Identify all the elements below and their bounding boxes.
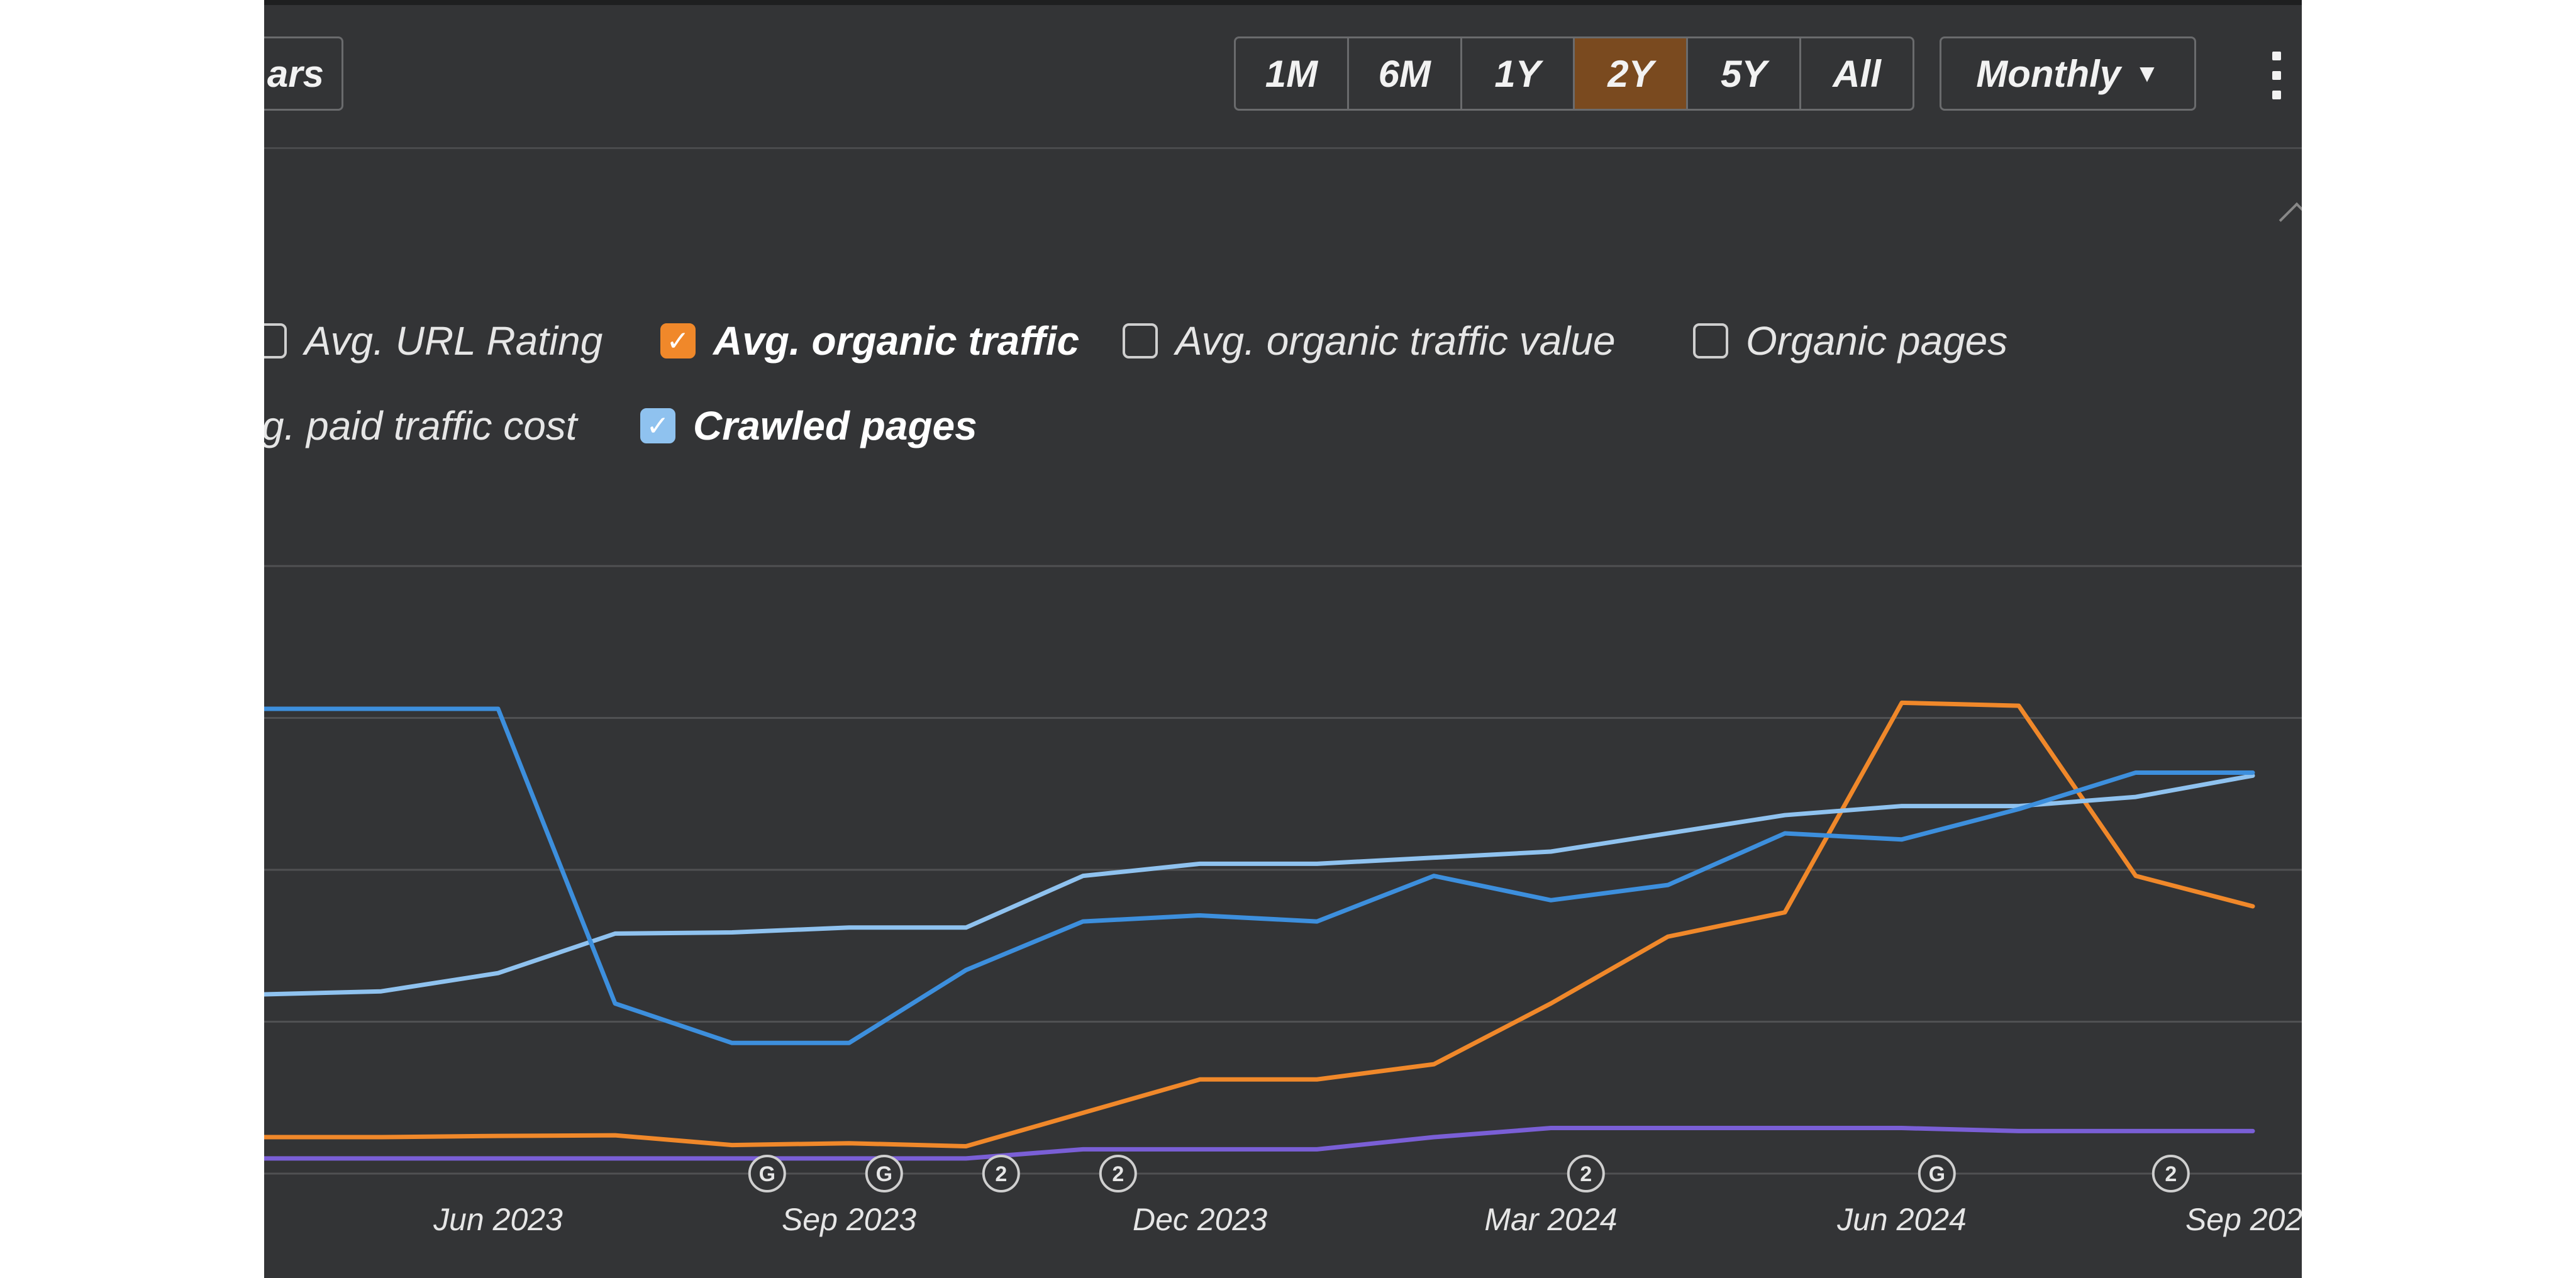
series-layer xyxy=(264,700,2255,1161)
range-1y-label: 1Y xyxy=(1494,52,1541,95)
x-tick-label: Mar 2024 xyxy=(1484,1202,1617,1237)
legend-label: Crawled pages xyxy=(693,403,977,448)
caret-down-icon: ▼ xyxy=(2135,59,2160,87)
grid xyxy=(264,565,2302,1175)
annotation-marker[interactable] xyxy=(1099,1155,1137,1192)
legend-organic-pages[interactable]: Organic pages xyxy=(1693,318,2007,364)
checkbox-icon xyxy=(1123,323,1158,358)
range-5y-button[interactable]: 5Y xyxy=(1686,38,1799,109)
legend-label: Organic pages xyxy=(1746,318,2008,364)
legend-label: Avg. organic traffic value xyxy=(1175,318,1616,364)
annotations: G G 2 2 2 G 2 xyxy=(748,1155,2190,1192)
top-border xyxy=(264,0,2302,5)
legend-url-rating[interactable]: Avg. URL Rating xyxy=(264,318,602,364)
annotation-marker[interactable] xyxy=(1918,1155,1956,1192)
years-button-label: ars xyxy=(267,52,324,95)
kebab-menu-icon[interactable] xyxy=(2267,52,2286,99)
checkbox-checked-icon: ✓ xyxy=(640,408,675,443)
annotation-label: 2 xyxy=(1580,1162,1592,1186)
range-all-label: All xyxy=(1833,52,1881,95)
years-button[interactable]: ars xyxy=(264,36,343,111)
annotation-label: G xyxy=(876,1162,892,1186)
x-tick-label: Sep 2024 xyxy=(2185,1202,2302,1237)
annotation-label: G xyxy=(1929,1162,1945,1186)
legend-organic-traffic-value[interactable]: Avg. organic traffic value xyxy=(1123,318,1616,364)
legend-label: Avg. organic traffic xyxy=(713,318,1080,364)
annotation-marker[interactable] xyxy=(2151,1155,2190,1192)
range-1m-button[interactable]: 1M xyxy=(1236,38,1347,109)
annotation-label: 2 xyxy=(1112,1162,1124,1186)
checkbox-icon xyxy=(264,323,287,358)
interval-label: Monthly xyxy=(1976,52,2121,95)
x-tick-label: Jun 2023 xyxy=(433,1202,563,1237)
x-axis-labels: Jun 2023 Sep 2023 Dec 2023 Mar 2024 Jun 2024… xyxy=(433,1202,2302,1237)
legend-crawled-pages[interactable]: ✓ Crawled pages xyxy=(640,403,977,449)
range-6m-label: 6M xyxy=(1378,52,1431,95)
checkbox-icon xyxy=(1693,323,1728,358)
range-2y-button[interactable]: 2Y xyxy=(1573,38,1687,109)
interval-dropdown[interactable]: Monthly ▼ xyxy=(1940,36,2196,111)
line-chart: G G 2 2 2 G 2 Jun 2023 Sep 2023 Dec 2023 Mar 2024… xyxy=(264,565,2302,1237)
series-line-0[interactable] xyxy=(264,700,2255,1149)
annotation-marker[interactable] xyxy=(865,1155,903,1192)
header-divider xyxy=(264,147,2302,149)
x-tick-label: Jun 2024 xyxy=(1836,1202,1967,1237)
legend-label: Avg. URL Rating xyxy=(304,318,603,364)
legend-label: g. paid traffic cost xyxy=(264,403,577,448)
series-line-2[interactable] xyxy=(264,706,2255,1045)
legend-avg-organic-traffic[interactable]: ✓ Avg. organic traffic xyxy=(660,318,1079,364)
range-6m-button[interactable]: 6M xyxy=(1346,38,1460,109)
annotation-label: G xyxy=(759,1162,775,1186)
annotation-marker[interactable] xyxy=(982,1155,1020,1192)
legend-paid-traffic-cost[interactable]: g. paid traffic cost xyxy=(264,403,577,449)
range-1y-button[interactable]: 1Y xyxy=(1460,38,1574,109)
x-tick-label: Sep 2023 xyxy=(782,1202,916,1237)
x-tick-label: Dec 2023 xyxy=(1133,1202,1267,1237)
annotation-marker[interactable] xyxy=(748,1155,786,1192)
annotation-marker[interactable] xyxy=(1567,1155,1605,1192)
range-2y-label: 2Y xyxy=(1607,52,1654,95)
date-range-selector: 1M 6M 1Y 2Y 5Y All xyxy=(1234,36,1914,111)
range-5y-label: 5Y xyxy=(1721,52,1767,95)
checkbox-checked-icon: ✓ xyxy=(660,323,696,358)
series-line-1[interactable] xyxy=(264,773,2255,997)
annotation-label: 2 xyxy=(995,1162,1007,1186)
chart-panel: ars 1M 6M 1Y 2Y 5Y All Monthly ▼ Avg. UR… xyxy=(264,0,2302,1278)
range-1m-label: 1M xyxy=(1265,52,1318,95)
series-line-3[interactable] xyxy=(264,1126,2255,1161)
range-all-button[interactable]: All xyxy=(1799,38,1913,109)
annotation-label: 2 xyxy=(2165,1162,2177,1186)
